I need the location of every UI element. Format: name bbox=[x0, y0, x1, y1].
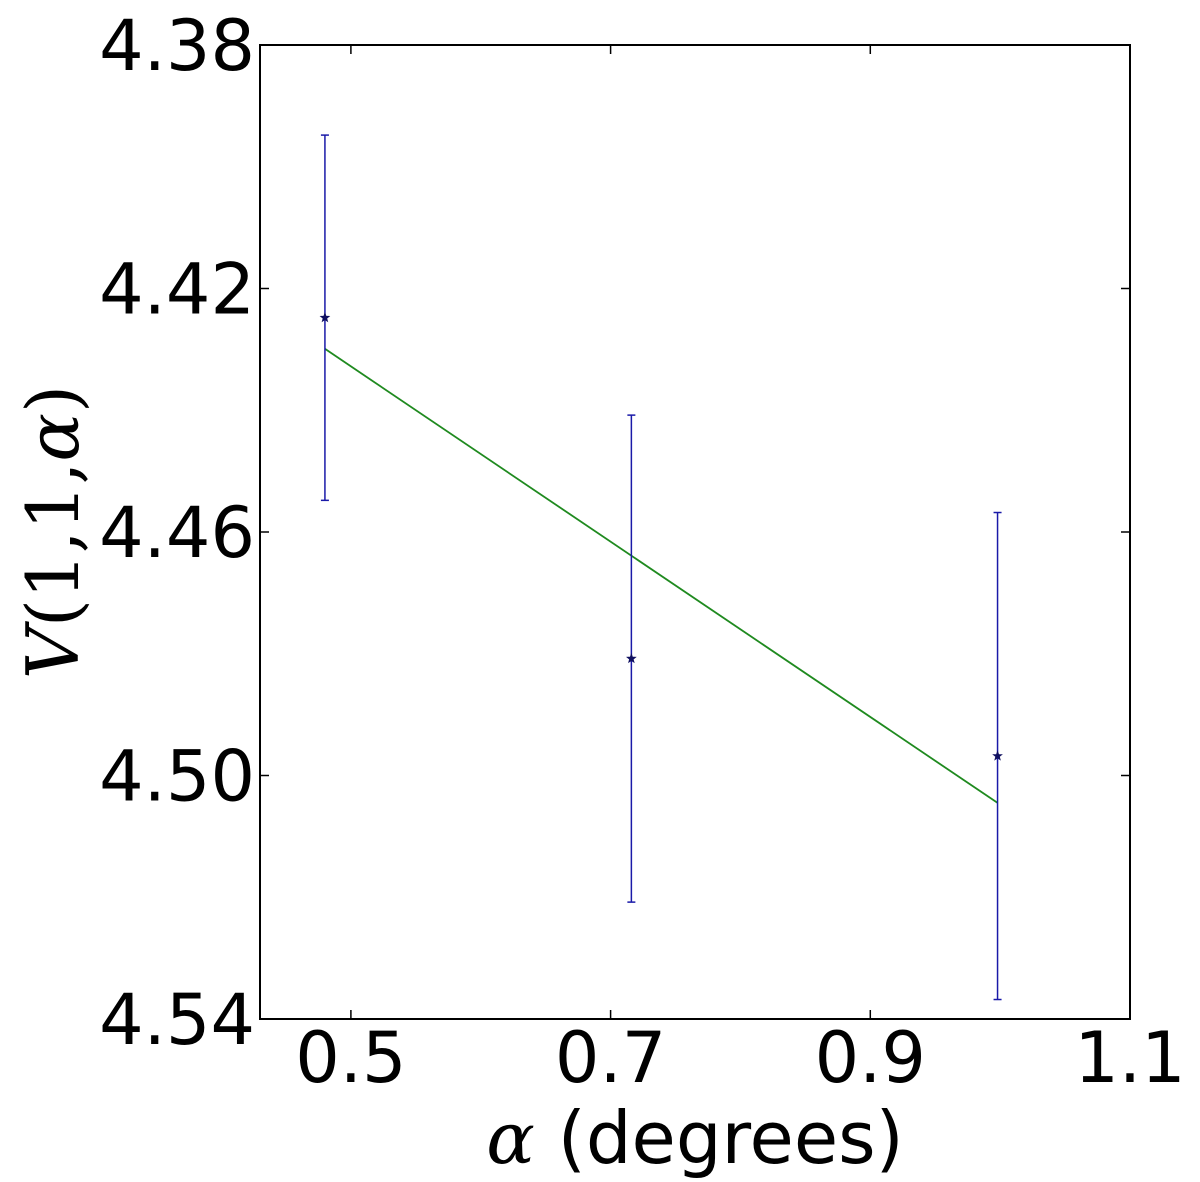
y-tick-label: 4.50 bbox=[99, 736, 255, 818]
y-tick-label: 4.46 bbox=[99, 492, 255, 574]
x-axis-label: α (degrees) bbox=[486, 1096, 904, 1180]
axis-ticks bbox=[260, 44, 1131, 1020]
data-point-star bbox=[626, 652, 637, 664]
fit-line bbox=[324, 348, 999, 804]
data-point-star bbox=[319, 312, 331, 323]
data-point-star bbox=[992, 750, 1003, 761]
y-tick-label: 4.42 bbox=[99, 249, 255, 331]
series-layer bbox=[319, 134, 1003, 1001]
x-tick-label: 1.1 bbox=[1074, 1017, 1185, 1099]
x-tick-label: 0.5 bbox=[295, 1017, 406, 1099]
plot-area-frame bbox=[259, 44, 1131, 1020]
y-axis-label: V(1,1,α) bbox=[11, 385, 95, 679]
y-tick-labels: 4.38 4.42 4.46 4.50 4.54 bbox=[99, 5, 255, 1061]
x-tick-label: 0.7 bbox=[555, 1017, 666, 1099]
y-tick-label: 4.38 bbox=[99, 5, 255, 87]
x-tick-label: 0.9 bbox=[815, 1017, 926, 1099]
x-tick-labels: 0.5 0.7 0.9 1.1 bbox=[295, 1017, 1185, 1099]
y-tick-label: 4.54 bbox=[99, 979, 255, 1061]
